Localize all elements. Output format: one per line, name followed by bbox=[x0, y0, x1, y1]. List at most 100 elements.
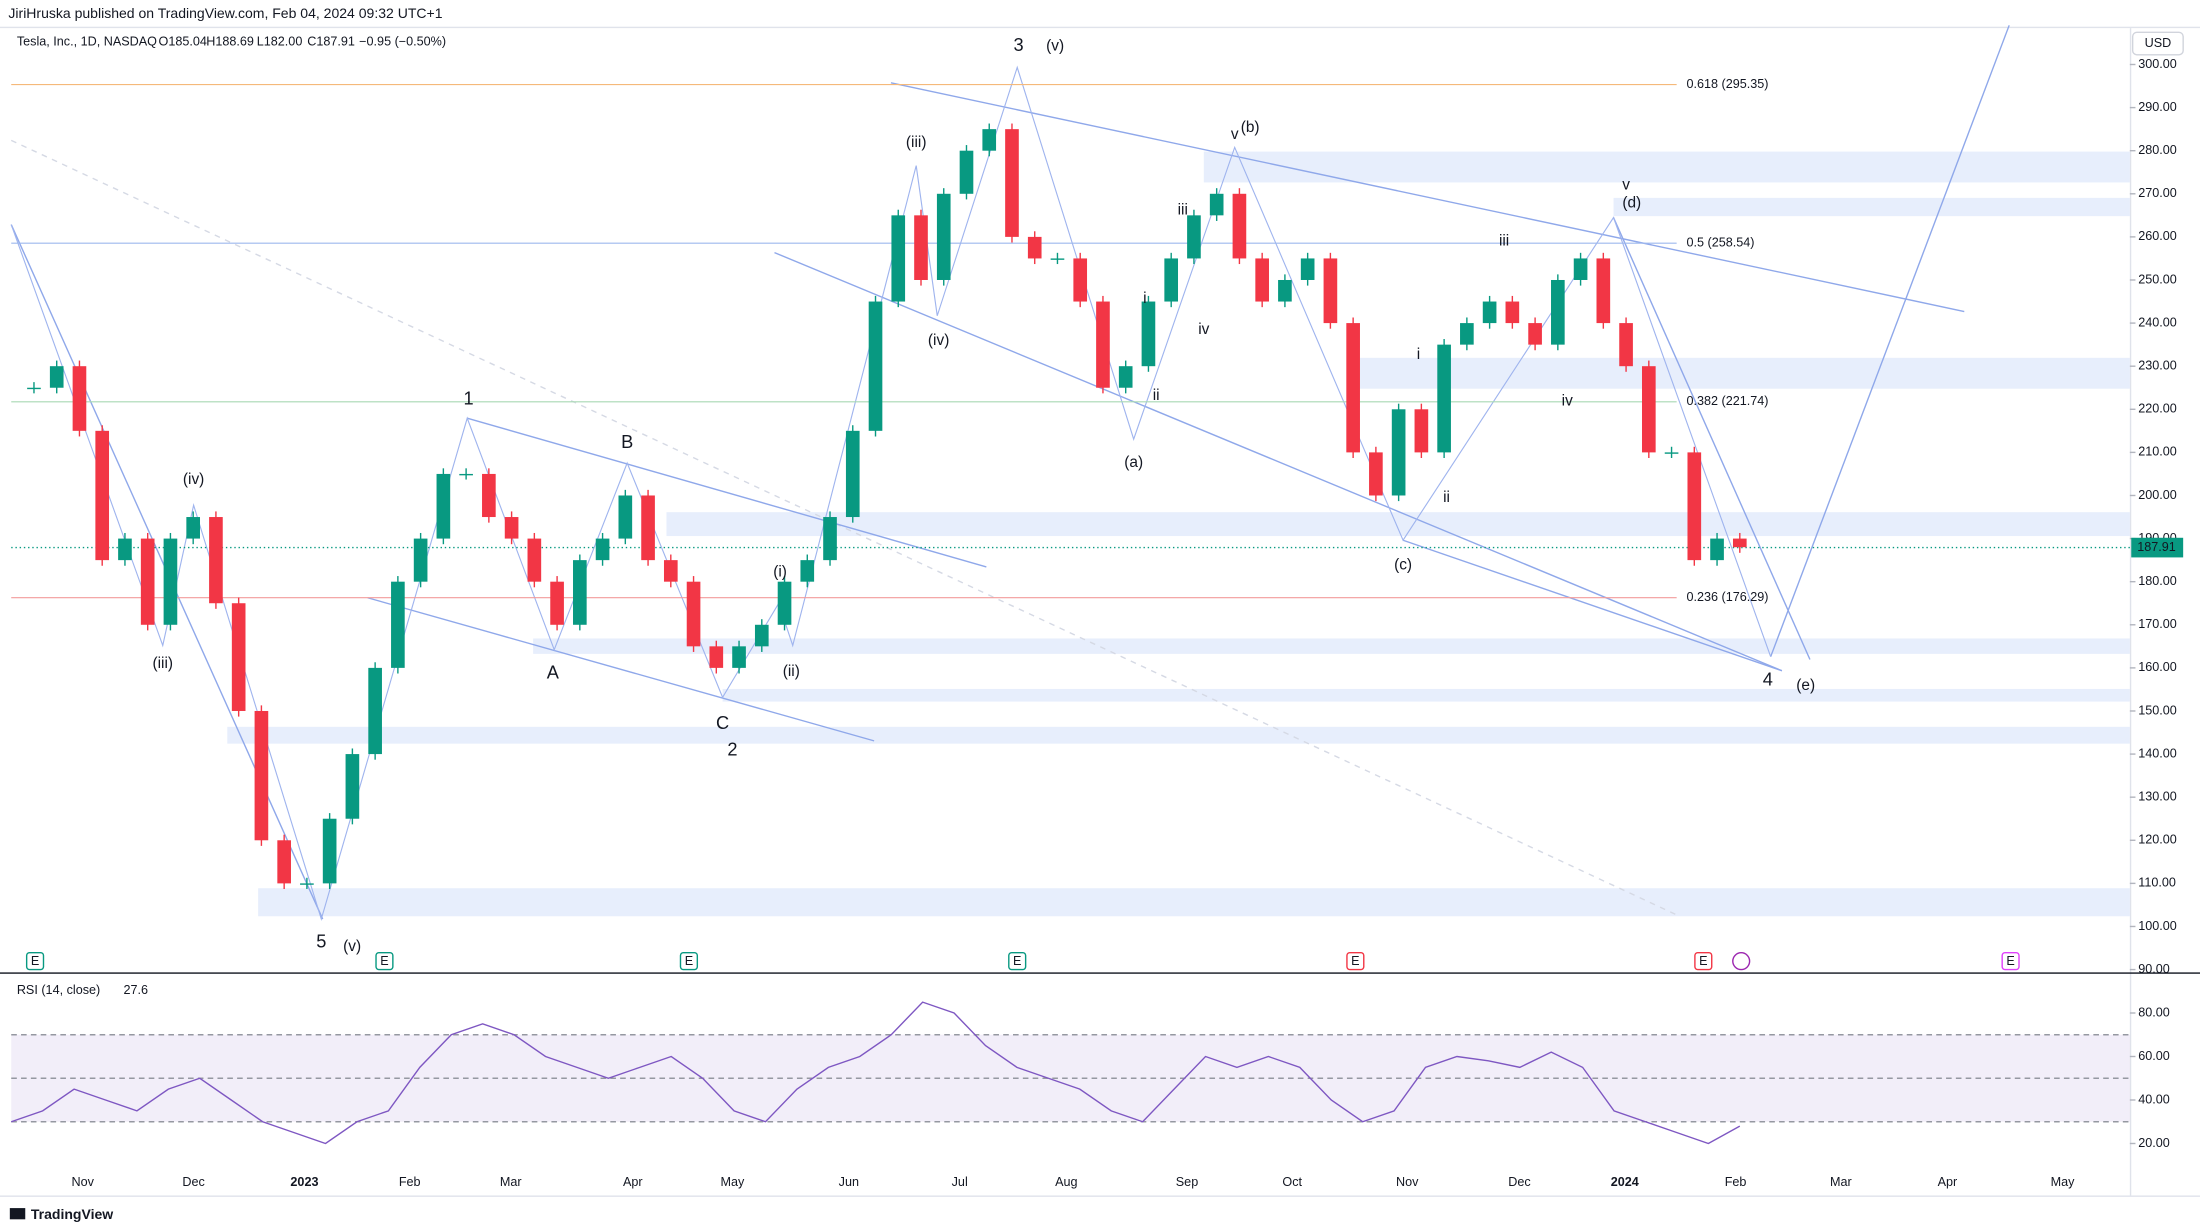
candle bbox=[1323, 258, 1338, 324]
candle bbox=[436, 473, 451, 539]
earnings-label: E bbox=[1699, 954, 1707, 968]
earnings-icon bbox=[1346, 952, 1365, 971]
wave-label: (ii) bbox=[783, 663, 800, 680]
zone bbox=[722, 688, 2130, 702]
rsi-line bbox=[10, 1001, 1741, 1145]
candle bbox=[1255, 258, 1269, 302]
candle bbox=[754, 624, 769, 647]
candle bbox=[641, 495, 655, 561]
x-tick-label: May bbox=[720, 1175, 745, 1189]
candle bbox=[982, 129, 997, 151]
y-tick-label: 270.00 bbox=[2138, 186, 2177, 200]
candle bbox=[1050, 258, 1065, 260]
currency-box[interactable] bbox=[2131, 31, 2184, 56]
fib-label: 0.382 (221.74) bbox=[1686, 394, 1768, 408]
candle bbox=[1573, 258, 1588, 280]
x-tick-label: Oct bbox=[1282, 1175, 1302, 1189]
rsi-band bbox=[11, 1034, 2130, 1122]
candle bbox=[1482, 301, 1497, 324]
ohlc-value: O185.04 bbox=[159, 34, 207, 48]
candle bbox=[800, 560, 815, 582]
wave-label: (iii) bbox=[152, 655, 173, 672]
earnings-label: E bbox=[1351, 954, 1359, 968]
symbol: Tesla, Inc., 1D, NASDAQ bbox=[17, 34, 157, 48]
candle bbox=[732, 646, 746, 668]
earnings-label: E bbox=[685, 954, 693, 968]
candle bbox=[1278, 279, 1292, 302]
candle bbox=[118, 538, 132, 561]
last-price-badge bbox=[2131, 537, 2184, 558]
ohlc-value: L182.00 bbox=[257, 34, 303, 48]
wave-label: (iii) bbox=[906, 134, 927, 151]
y-tick-label: 100.00 bbox=[2138, 919, 2177, 933]
y-tick-label: 130.00 bbox=[2138, 790, 2177, 804]
wave-label: v bbox=[1231, 126, 1239, 143]
wave-label: ii bbox=[1443, 489, 1450, 506]
y-tick-label: 290.00 bbox=[2138, 100, 2177, 114]
x-tick-label: Mar bbox=[500, 1175, 522, 1189]
x-tick-label: Nov bbox=[72, 1175, 95, 1189]
candle bbox=[140, 538, 155, 625]
y-tick-label: 90.00 bbox=[2138, 962, 2170, 976]
wave-label: (iv) bbox=[928, 332, 949, 349]
candle bbox=[1027, 236, 1042, 259]
x-tick-label: Apr bbox=[1938, 1175, 1958, 1189]
candle bbox=[49, 366, 64, 388]
wave-label: (i) bbox=[773, 564, 787, 581]
x-tick-label: Feb bbox=[399, 1175, 421, 1189]
x-tick-label: 2024 bbox=[1611, 1175, 1639, 1189]
candle bbox=[1118, 366, 1133, 388]
rsi-last: 27.6 bbox=[123, 983, 148, 997]
rsi-tick-label: 40.00 bbox=[2138, 1092, 2170, 1106]
currency: USD bbox=[2145, 36, 2172, 50]
wave-label: 5 bbox=[316, 931, 326, 952]
candle bbox=[1437, 344, 1451, 453]
candle bbox=[1732, 538, 1747, 548]
x-tick-label: Feb bbox=[1725, 1175, 1747, 1189]
wave-label: (b) bbox=[1241, 119, 1260, 136]
split-icon bbox=[1732, 952, 1751, 971]
wave-label: v bbox=[1622, 176, 1630, 193]
earnings-icon bbox=[2001, 952, 2020, 971]
candle bbox=[368, 667, 382, 755]
separator bbox=[0, 26, 2200, 29]
candle bbox=[1300, 258, 1315, 280]
wave-label: C bbox=[716, 712, 729, 733]
candle bbox=[345, 754, 360, 819]
candle bbox=[277, 840, 291, 884]
candle bbox=[936, 193, 951, 280]
zone bbox=[1203, 151, 2130, 183]
earnings-label: E bbox=[1013, 954, 1021, 968]
candle bbox=[413, 538, 428, 582]
candle bbox=[391, 581, 405, 668]
candle bbox=[1641, 366, 1656, 453]
y-tick-label: 300.00 bbox=[2138, 57, 2177, 71]
candle bbox=[595, 538, 610, 561]
x-tick-label: 2023 bbox=[290, 1175, 318, 1189]
fib-label: 0.618 (295.35) bbox=[1686, 77, 1768, 91]
candle bbox=[1528, 323, 1542, 345]
candle bbox=[322, 818, 337, 884]
candle bbox=[891, 215, 906, 302]
zone bbox=[1351, 357, 2130, 389]
zone bbox=[666, 512, 2130, 537]
candle bbox=[1141, 301, 1156, 367]
last-price-label: 187.91 bbox=[2137, 540, 2176, 554]
candle bbox=[1687, 452, 1702, 561]
x-tick-label: May bbox=[2051, 1175, 2076, 1189]
candle bbox=[686, 581, 701, 647]
wave-label: iii bbox=[1178, 202, 1188, 219]
candle bbox=[209, 517, 223, 604]
candle bbox=[482, 473, 496, 518]
wave-label: 4 bbox=[1763, 668, 1773, 689]
trendline bbox=[467, 417, 987, 568]
trendline bbox=[1770, 25, 2010, 657]
trendline bbox=[890, 82, 1965, 313]
zone bbox=[258, 888, 2130, 917]
x-tick-label: Jun bbox=[839, 1175, 859, 1189]
candle bbox=[231, 603, 246, 711]
wave-label: (v) bbox=[343, 938, 361, 955]
wave-label: 3 bbox=[1014, 34, 1024, 55]
candle bbox=[709, 646, 724, 668]
